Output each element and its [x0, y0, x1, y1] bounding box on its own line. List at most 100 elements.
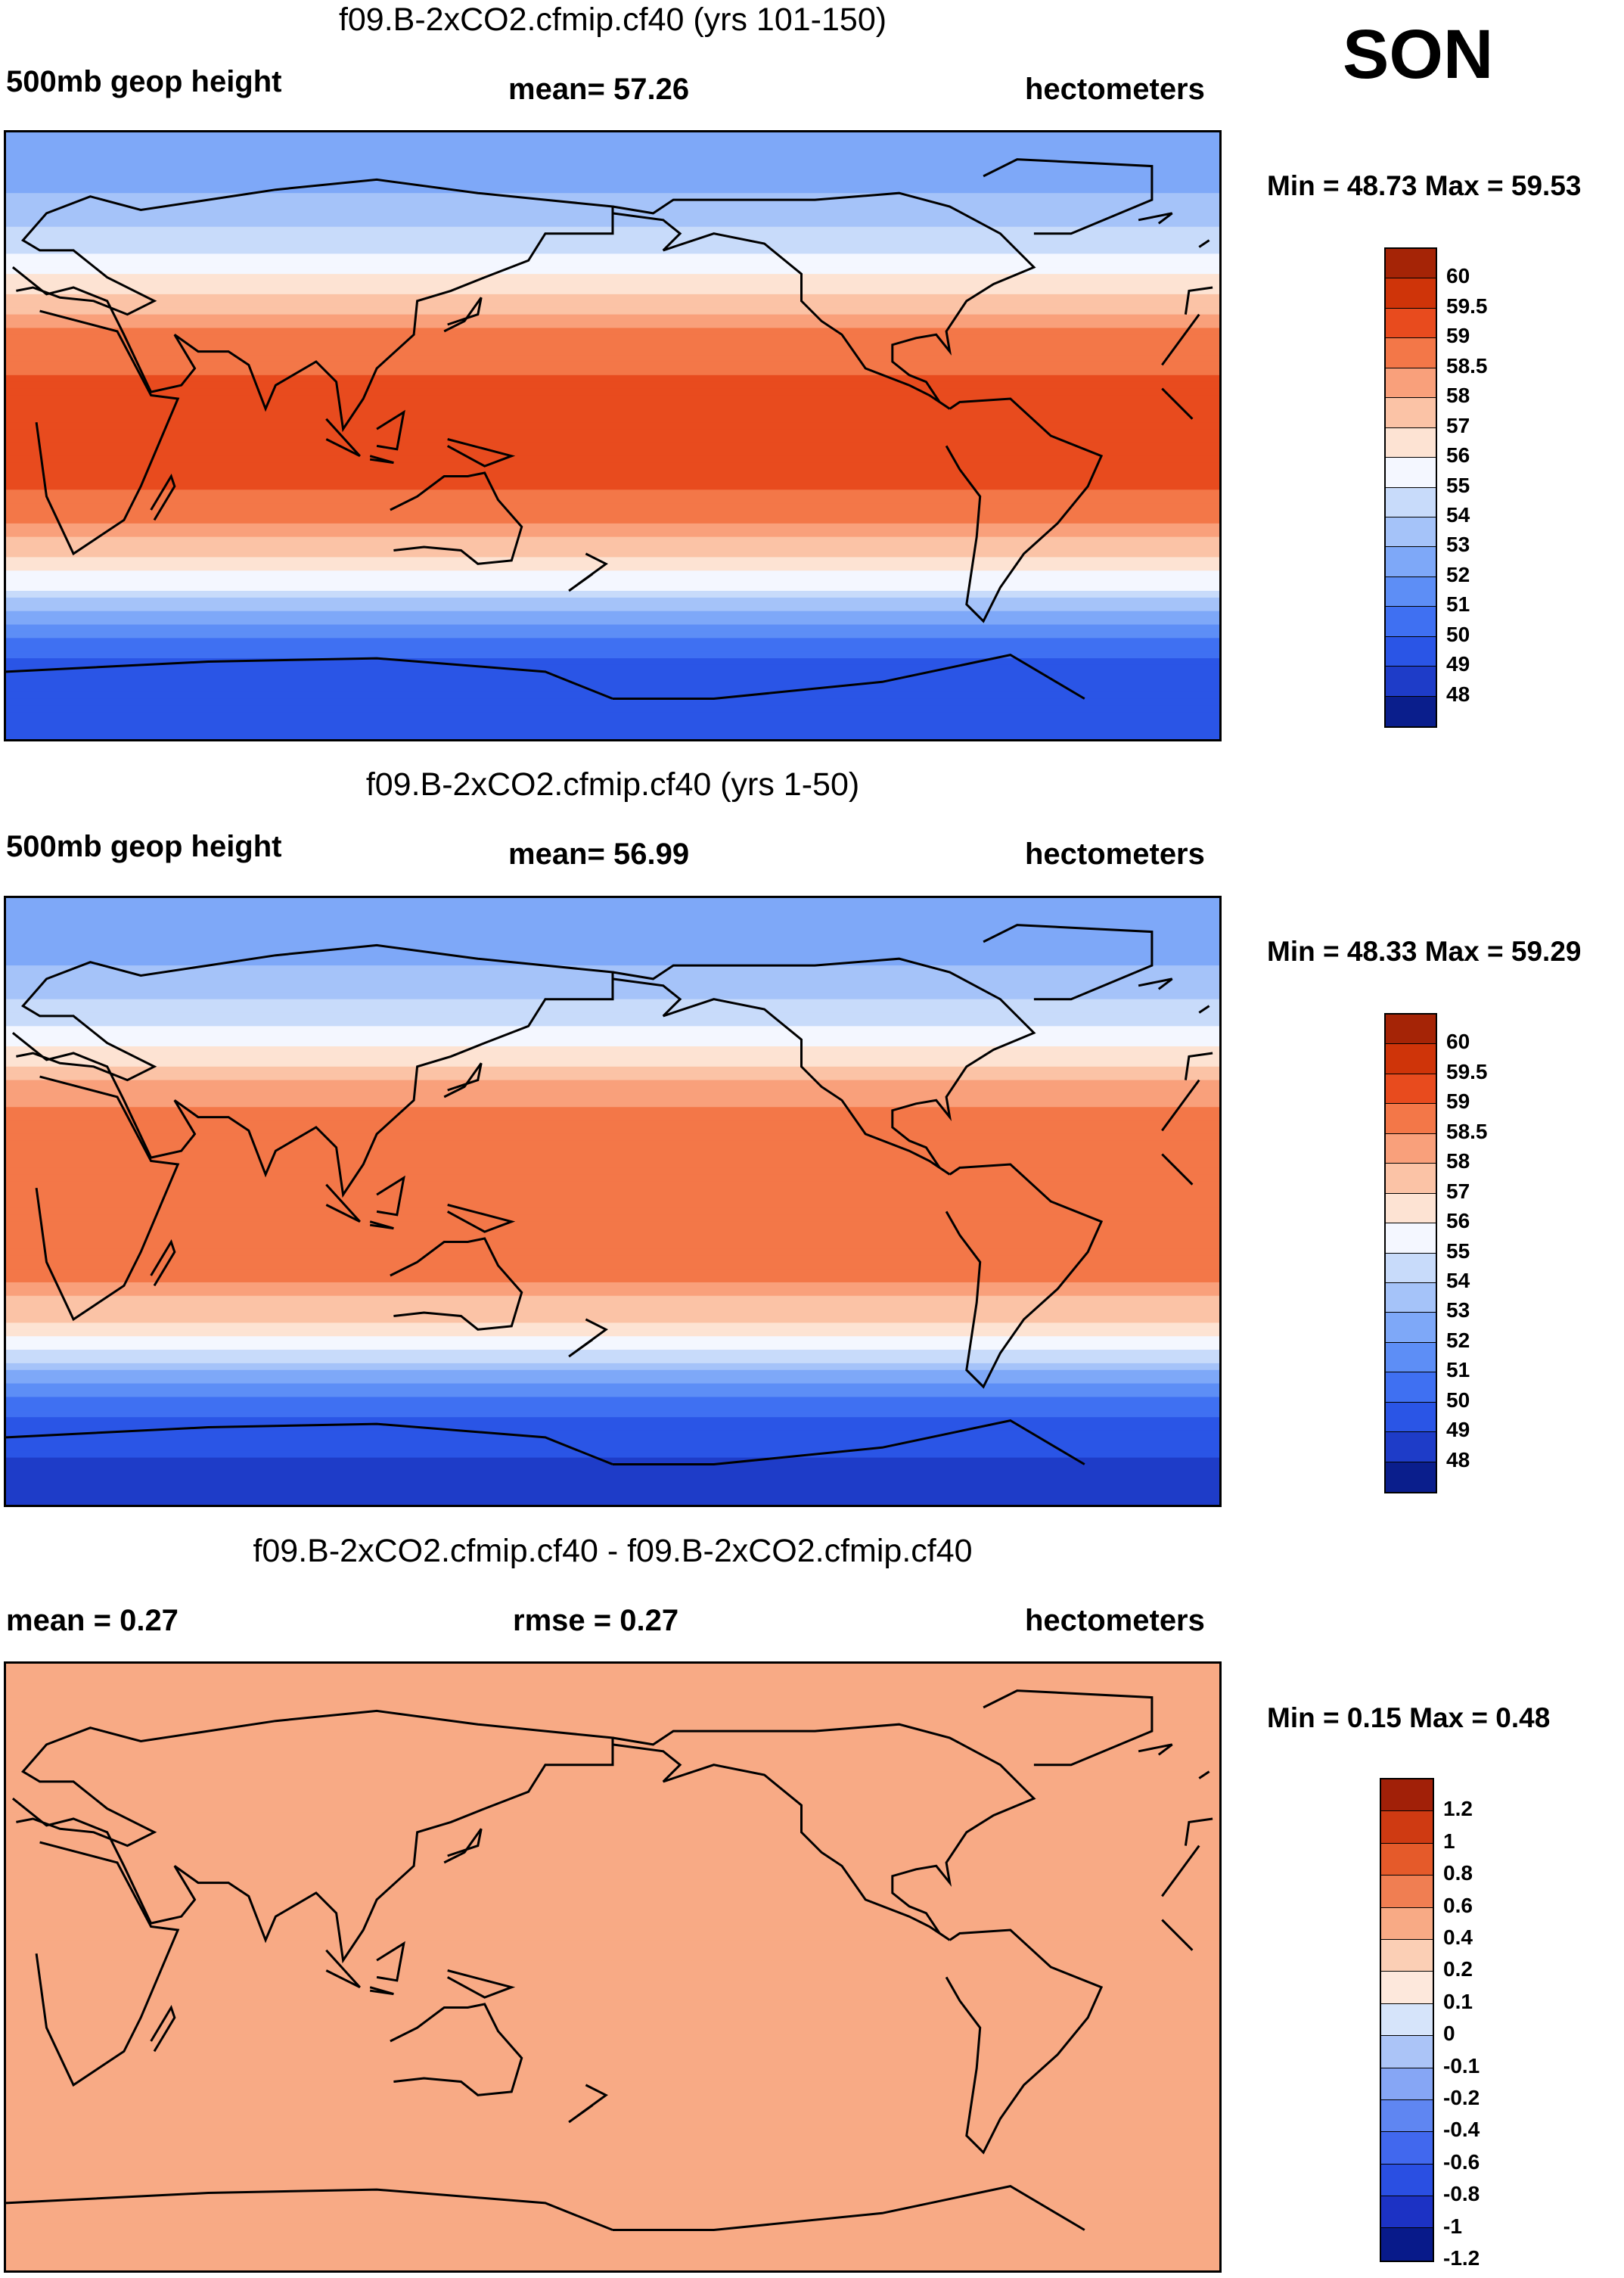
- contour-band: [6, 719, 1219, 727]
- coastline: [446, 438, 516, 468]
- contour-band: [6, 145, 1219, 154]
- contour-band: [6, 1731, 1219, 1739]
- contour-band: [6, 1805, 1219, 1813]
- contour-band: [6, 1471, 1219, 1479]
- colorbar-swatch: [1381, 1843, 1433, 1876]
- contour-band: [6, 1491, 1219, 1500]
- contour-band: [6, 2250, 1219, 2258]
- panel2-minmax: Min = 48.33 Max = 59.29: [1267, 936, 1582, 967]
- contour-band: [6, 2196, 1219, 2204]
- contour-band: [6, 2243, 1219, 2252]
- colorbar-swatch: [1386, 1074, 1436, 1105]
- colorbar-swatch: [1381, 1876, 1433, 1908]
- colorbar-tick-label: 56: [1446, 443, 1470, 468]
- contour-band: [6, 1670, 1219, 1678]
- contour-band: [6, 597, 1219, 605]
- contour-band: [6, 2142, 1219, 2150]
- contour-band: [6, 138, 1219, 147]
- contour-band: [6, 952, 1219, 960]
- contour-band: [6, 2028, 1219, 2036]
- panel2-map: [4, 896, 1222, 1507]
- contour-band: [6, 698, 1219, 707]
- panel2-units-label: hectometers: [1025, 838, 1205, 871]
- contour-band: [6, 2189, 1219, 2197]
- contour-band: [6, 1987, 1219, 1995]
- panel2-colorbar: [1384, 1013, 1437, 1493]
- colorbar-swatch: [1386, 1402, 1436, 1433]
- contour-band: [6, 2041, 1219, 2049]
- contour-band: [6, 455, 1219, 464]
- contour-band: [6, 712, 1219, 720]
- colorbar-swatch: [1386, 1372, 1436, 1403]
- colorbar-tick-label: 56: [1446, 1209, 1470, 1233]
- contour-band: [6, 415, 1219, 424]
- coastline: [376, 1941, 405, 1982]
- contour-band: [6, 1350, 1219, 1357]
- contour-band: [6, 1040, 1219, 1048]
- contour-band: [6, 1764, 1219, 1773]
- contour-band: [6, 645, 1219, 653]
- contour-band: [6, 1825, 1219, 1833]
- colorbar-tick-label: 0.1: [1443, 1989, 1473, 2013]
- coastline: [376, 1175, 405, 1217]
- panel1-minmax: Min = 48.73 Max = 59.53: [1267, 170, 1582, 201]
- contour-band: [6, 1329, 1219, 1338]
- colorbar-swatch: [1386, 249, 1436, 279]
- contour-band: [6, 2007, 1219, 2015]
- colorbar-tick-label: 0: [1443, 2022, 1455, 2046]
- colorbar-tick-label: -0.1: [1443, 2053, 1480, 2078]
- contour-band: [6, 584, 1219, 592]
- colorbar-swatch: [1381, 2228, 1433, 2261]
- contour-band: [6, 671, 1219, 679]
- contour-band: [6, 1879, 1219, 1888]
- colorbar-swatch: [1386, 696, 1436, 726]
- contour-band: [6, 617, 1219, 626]
- coastline: [1161, 313, 1200, 366]
- colorbar-swatch: [1386, 607, 1436, 637]
- contour-band: [6, 1363, 1219, 1371]
- contour-band: [6, 1073, 1219, 1081]
- coastline: [1184, 286, 1213, 315]
- coastline: [1198, 1770, 1210, 1779]
- colorbar-tick-label: 58: [1446, 1149, 1470, 1173]
- contour-band: [6, 1133, 1219, 1142]
- coastline: [613, 1419, 1085, 1465]
- contour-band: [6, 1664, 1219, 1671]
- contour-band: [6, 1906, 1219, 1914]
- contour-band: [6, 2162, 1219, 2171]
- contour-band: [6, 186, 1219, 194]
- contour-band: [6, 1484, 1219, 1493]
- contour-band: [6, 436, 1219, 443]
- contour-band: [6, 1376, 1219, 1385]
- colorbar-swatch: [1386, 1015, 1436, 1045]
- contour-band: [6, 2149, 1219, 2157]
- contour-band: [6, 938, 1219, 946]
- contour-band: [6, 1262, 1219, 1270]
- contour-band: [6, 959, 1219, 967]
- contour-band: [6, 395, 1219, 403]
- contour-band: [6, 2109, 1219, 2117]
- colorbar-swatch: [1381, 2132, 1433, 2165]
- coastline: [945, 1163, 1104, 1389]
- contour-band: [6, 1235, 1219, 1243]
- panel1-units-label: hectometers: [1025, 73, 1205, 106]
- colorbar-swatch: [1386, 1044, 1436, 1074]
- contour-band: [6, 1953, 1219, 1962]
- contour-band: [6, 2054, 1219, 2062]
- colorbar-swatch: [1386, 1223, 1436, 1254]
- contour-band: [6, 965, 1219, 974]
- colorbar-swatch: [1386, 1104, 1436, 1134]
- coastline: [35, 1075, 180, 1322]
- contour-band: [6, 1269, 1219, 1277]
- colorbar-swatch: [1381, 2068, 1433, 2100]
- coastline: [1161, 1079, 1200, 1132]
- contour-band: [6, 523, 1219, 531]
- contour-band: [6, 1960, 1219, 1968]
- colorbar-swatch: [1381, 2099, 1433, 2133]
- contour-band: [6, 510, 1219, 517]
- coastline: [983, 924, 1154, 1001]
- coastline: [443, 1062, 483, 1099]
- colorbar-swatch: [1381, 1779, 1433, 1812]
- contour-band: [6, 483, 1219, 491]
- contour-band: [6, 2121, 1219, 2130]
